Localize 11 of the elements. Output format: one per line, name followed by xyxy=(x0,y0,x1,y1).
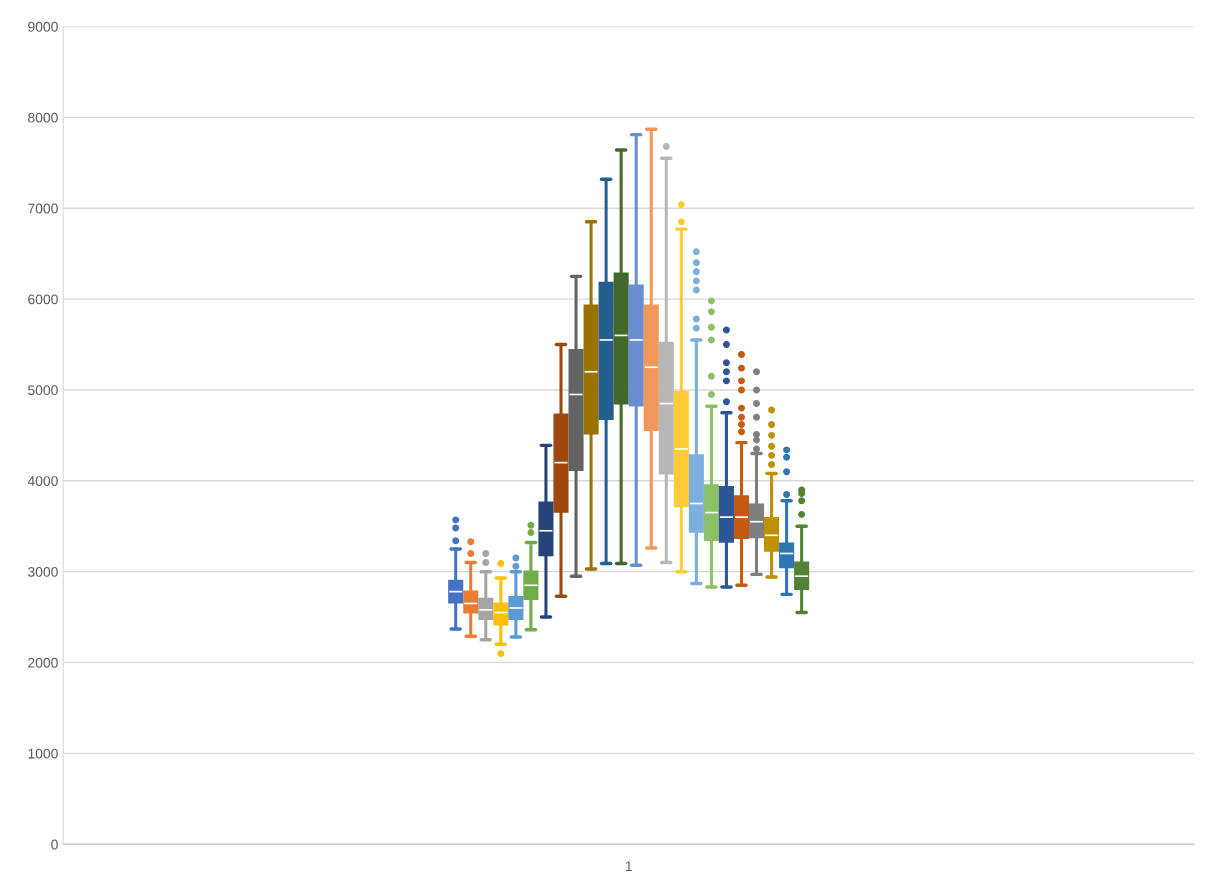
y-tick-label: 6000 xyxy=(28,294,58,305)
y-tick-label: 0 xyxy=(51,839,58,850)
y-tick-label: 4000 xyxy=(27,476,58,486)
y-tick-label: 8000 xyxy=(28,112,58,123)
y-tick-label: 3000 xyxy=(28,566,58,577)
y-tick-label: 5000 xyxy=(28,385,58,396)
y-tick-label: 9000 xyxy=(28,21,58,32)
y-tick-label: 1000 xyxy=(28,748,58,759)
y-tick-label: 7000 xyxy=(28,203,58,214)
y-tick-label: 2000 xyxy=(28,657,58,668)
x-tick-label: 1 xyxy=(625,861,632,871)
